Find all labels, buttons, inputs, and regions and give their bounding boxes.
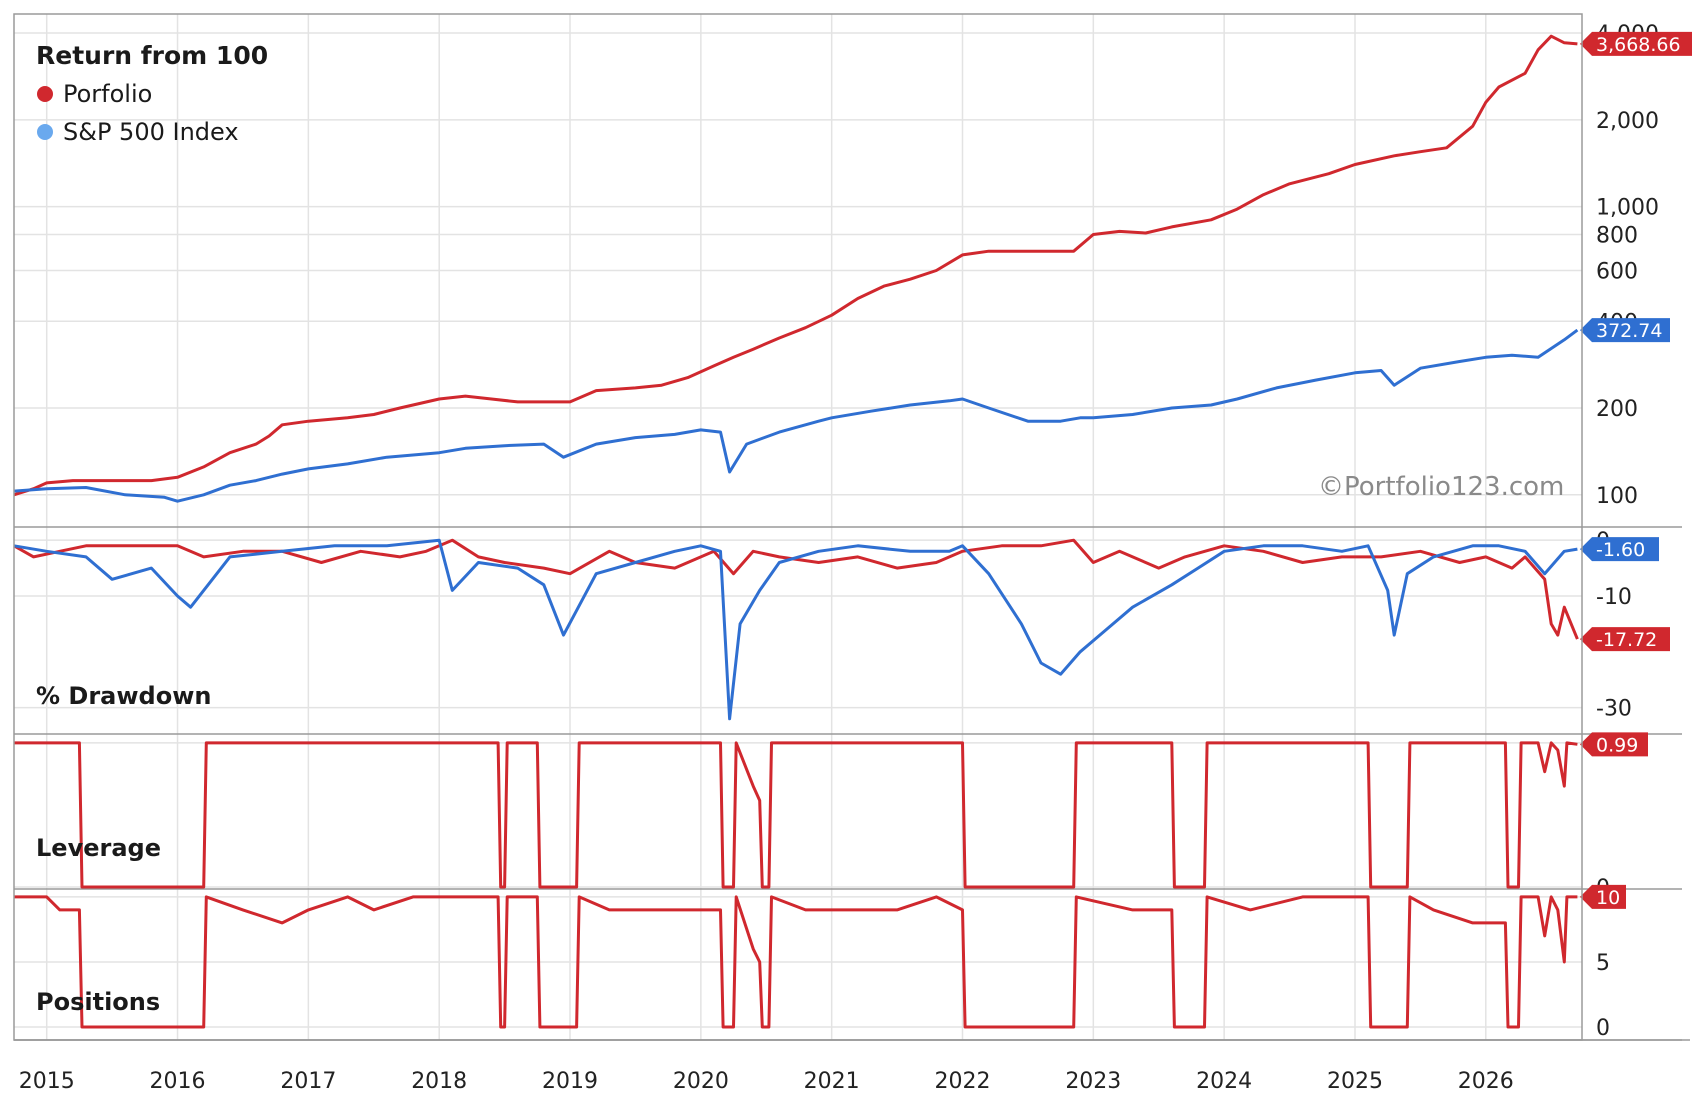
x-tick-label: 2019: [542, 1069, 598, 1094]
series-line-return-portfolio: [13, 34, 1578, 497]
x-tick-label: 2026: [1458, 1069, 1514, 1094]
last-value-label: 0.99: [1596, 734, 1638, 756]
last-value-badge: [1580, 627, 1670, 652]
y-tick-label: 200: [1596, 397, 1638, 422]
x-tick-label: 2016: [150, 1069, 206, 1094]
series-line-leverage-portfolio: [14, 741, 1578, 889]
watermark: ©Portfolio123.com: [1318, 472, 1564, 502]
last-value-label: -1.60: [1596, 539, 1645, 561]
y-tick-label: -30: [1596, 697, 1632, 722]
y-tick-label: 600: [1596, 260, 1638, 285]
x-tick-label: 2023: [1065, 1069, 1121, 1094]
legend-item-label: Porfolio: [63, 80, 152, 108]
series-line-drawdown-benchmark: [13, 538, 1578, 721]
legend-marker: [37, 86, 53, 102]
legend-title: Return from 100: [36, 41, 268, 70]
panel-label: Leverage: [36, 834, 161, 862]
panel-label: Positions: [36, 988, 160, 1016]
last-value-label: -17.72: [1596, 629, 1657, 651]
y-tick-label: 0: [1596, 1016, 1610, 1041]
y-tick-label: 800: [1596, 224, 1638, 249]
x-tick-label: 2024: [1196, 1069, 1252, 1094]
last-value-badge: [1580, 884, 1626, 909]
last-value-label: 3,668.66: [1596, 34, 1681, 56]
last-value-badge: [1580, 537, 1659, 562]
last-value-badge: [1580, 318, 1670, 343]
panel-label: % Drawdown: [36, 682, 211, 710]
x-tick-label: 2017: [280, 1069, 336, 1094]
x-tick-label: 2021: [804, 1069, 860, 1094]
y-tick-label: 5: [1596, 951, 1610, 976]
last-value-badge: [1580, 31, 1692, 56]
series-line-return-benchmark: [13, 328, 1579, 503]
series-line-positions-portfolio: [14, 895, 1578, 1029]
last-value-label: 10: [1596, 887, 1620, 909]
x-tick-label: 2022: [934, 1069, 990, 1094]
y-tick-label: -10: [1596, 585, 1632, 610]
legend-item-label: S&P 500 Index: [63, 118, 239, 146]
y-tick-label: 100: [1596, 484, 1638, 509]
x-tick-label: 2015: [19, 1069, 75, 1094]
y-tick-label: 1,000: [1596, 196, 1659, 221]
last-value-badge: [1580, 732, 1648, 757]
y-tick-label: 2,000: [1596, 109, 1659, 134]
last-value-label: 372.74: [1596, 320, 1662, 342]
x-tick-label: 2018: [411, 1069, 467, 1094]
legend-marker: [37, 124, 53, 140]
x-tick-label: 2025: [1327, 1069, 1383, 1094]
x-tick-label: 2020: [673, 1069, 729, 1094]
